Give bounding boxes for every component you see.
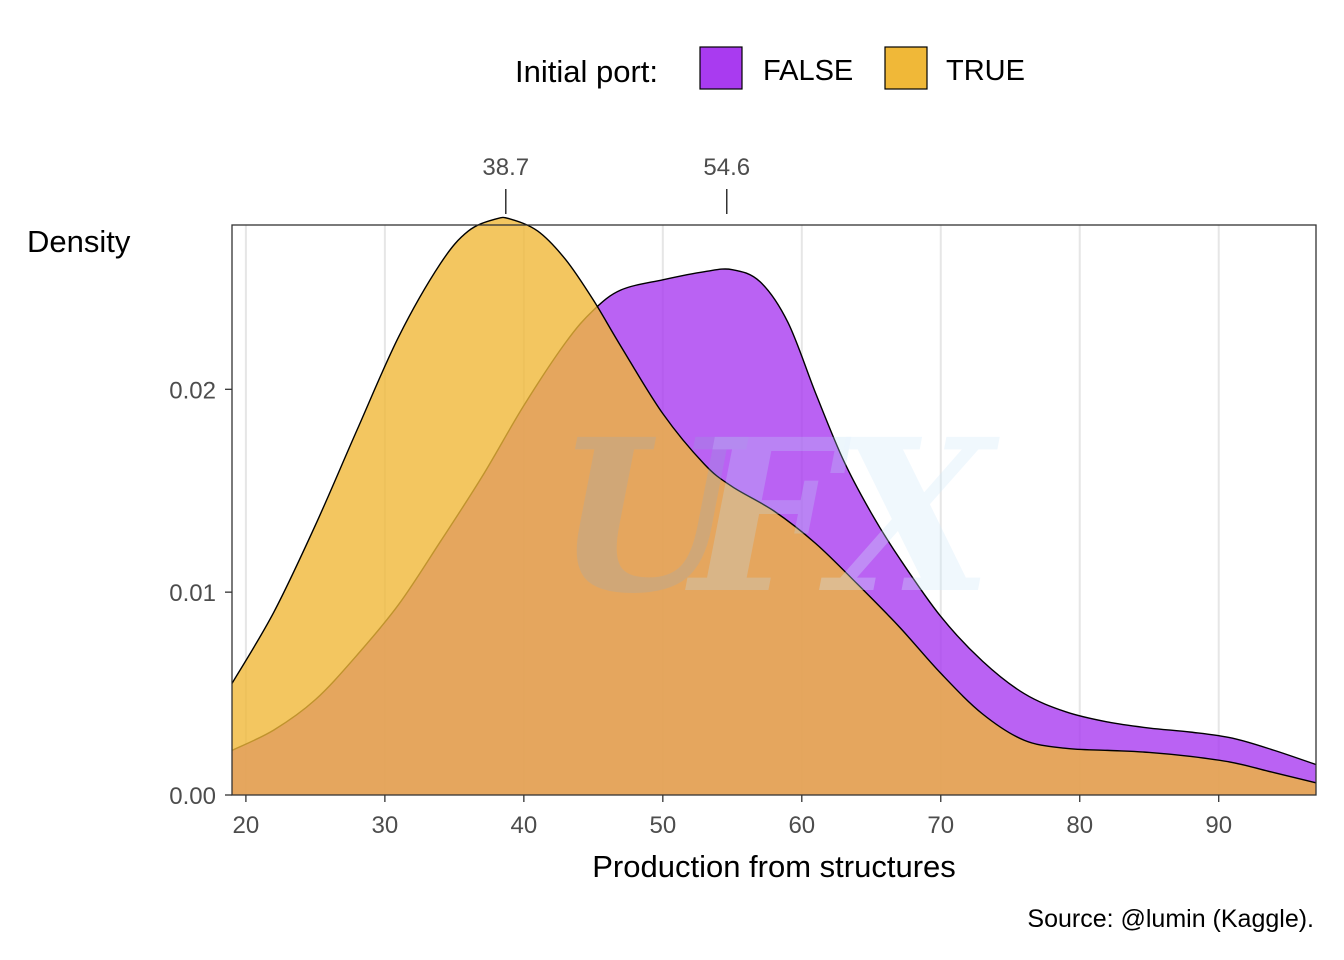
x-tick-label: 30 xyxy=(372,812,399,839)
x-tick-label: 40 xyxy=(510,812,537,839)
legend-swatch-true xyxy=(884,46,928,90)
legend-label-true: TRUE xyxy=(946,55,1025,87)
source-caption: Source: @lumin (Kaggle). xyxy=(1027,905,1314,933)
svg-text:X: X xyxy=(819,393,1000,640)
y-tick-label: 0.00 xyxy=(169,783,216,810)
x-tick-label: 60 xyxy=(788,812,815,839)
density-line-true xyxy=(231,216,1317,784)
x-axis-title: Production from structures xyxy=(592,849,956,884)
x-tick-label: 90 xyxy=(1205,812,1232,839)
x-tick-label: 70 xyxy=(927,812,954,839)
x-tick-label: 80 xyxy=(1066,812,1093,839)
median-label: 38.7 xyxy=(482,154,529,181)
density-area-true xyxy=(232,217,1316,795)
density-areas xyxy=(231,216,1317,795)
svg-text:U: U xyxy=(555,393,749,640)
median-markers: 38.7 54.6 xyxy=(482,154,750,214)
legend-label-false: FALSE xyxy=(763,55,853,87)
x-tick-label: 20 xyxy=(233,812,260,839)
legend-swatch-false xyxy=(699,46,743,90)
y-tick-label: 0.01 xyxy=(169,580,216,607)
x-axis: 20 30 40 50 60 70 80 90 xyxy=(233,795,1232,839)
y-tick-label: 0.02 xyxy=(169,377,216,404)
watermark-logo: U F X xyxy=(555,393,1000,640)
x-tick-label: 50 xyxy=(649,812,676,839)
legend-title: Initial port: xyxy=(515,54,658,89)
y-axis-title: Density xyxy=(27,224,131,259)
svg-text:F: F xyxy=(685,393,852,640)
y-axis: 0.00 0.01 0.02 xyxy=(169,377,232,810)
legend: Initial port: FALSE TRUE xyxy=(515,46,1025,90)
panel-border xyxy=(231,224,1317,796)
median-label: 54.6 xyxy=(703,154,750,181)
